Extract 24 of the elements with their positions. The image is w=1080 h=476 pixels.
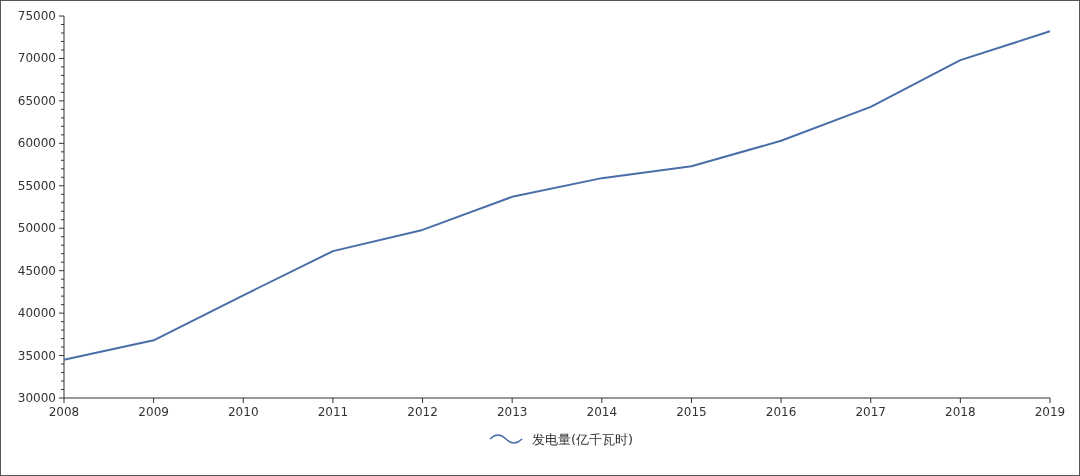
x-tick-label: 2013 <box>496 405 528 419</box>
x-tick-label: 2019 <box>1034 405 1066 419</box>
y-tick-label: 70000 <box>17 51 56 66</box>
x-tick-label: 2008 <box>48 405 80 419</box>
legend: 发电量(亿千瓦时) <box>489 432 634 447</box>
y-tick-label: 45000 <box>17 263 56 278</box>
x-tick-label: 2017 <box>855 405 886 419</box>
x-tick-label: 2015 <box>676 405 707 419</box>
x-tick-label: 2016 <box>765 405 797 419</box>
x-tick-label: 2009 <box>138 405 169 419</box>
y-tick-label: 50000 <box>17 221 56 236</box>
x-tick-label: 2012 <box>407 405 438 419</box>
y-tick-label: 40000 <box>17 306 56 321</box>
y-tick-label: 35000 <box>17 348 56 363</box>
x-tick-label: 2014 <box>586 405 618 419</box>
x-tick-label: 2010 <box>228 405 259 419</box>
y-tick-label: 75000 <box>17 9 56 23</box>
x-tick-label: 2011 <box>317 405 349 419</box>
legend-label: 发电量(亿千瓦时) <box>532 432 634 447</box>
y-tick-label: 65000 <box>17 93 56 108</box>
y-tick-label: 55000 <box>17 178 56 193</box>
y-tick-label: 30000 <box>17 391 56 405</box>
y-tick-label: 60000 <box>17 136 56 151</box>
x-tick-label: 2018 <box>945 405 976 419</box>
